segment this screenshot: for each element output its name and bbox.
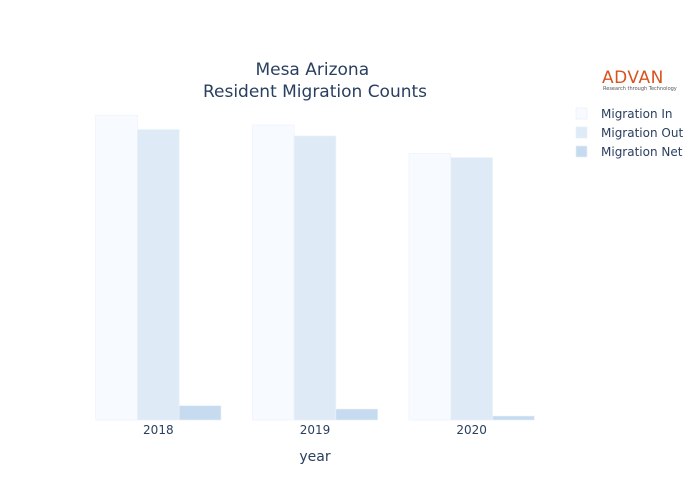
bar-migration-in-2020 (408, 153, 452, 421)
bar-migration-net-2019 (335, 408, 378, 421)
logo-wordmark: ADVAN (602, 68, 664, 88)
x-tick-labels: 2018 2019 2020 (143, 423, 487, 437)
bar-migration-net-2018 (178, 405, 222, 421)
bar-group (95, 114, 535, 421)
x-tick-label: 2019 (300, 423, 331, 437)
legend-swatch[interactable] (575, 126, 588, 139)
legend-swatch[interactable] (575, 145, 588, 158)
bar-migration-in-2019 (252, 124, 295, 421)
x-tick-label: 2018 (143, 423, 174, 437)
chart-title: Mesa Arizona Resident Migration Counts (203, 60, 427, 102)
legend-swatch[interactable] (575, 107, 588, 120)
legend-label[interactable]: Migration In (601, 107, 673, 121)
advan-logo: ADVAN Research through Technology (602, 68, 677, 92)
legend: Migration In Migration Out Migration Net (575, 107, 683, 159)
bar-migration-net-2020 (492, 415, 535, 421)
bar-migration-in-2018 (95, 114, 138, 421)
bar-migration-out-2020 (450, 157, 493, 421)
bar-migration-out-2018 (137, 129, 180, 421)
chart-title-line-1: Mesa Arizona (255, 60, 369, 80)
x-tick-label: 2020 (456, 423, 487, 437)
bar-migration-out-2019 (293, 135, 337, 421)
chart-title-line-2: Resident Migration Counts (203, 82, 427, 102)
legend-label[interactable]: Migration Out (601, 126, 683, 140)
legend-label[interactable]: Migration Net (601, 145, 683, 159)
x-axis-title: year (299, 449, 330, 465)
logo-tagline: Research through Technology (603, 86, 677, 92)
